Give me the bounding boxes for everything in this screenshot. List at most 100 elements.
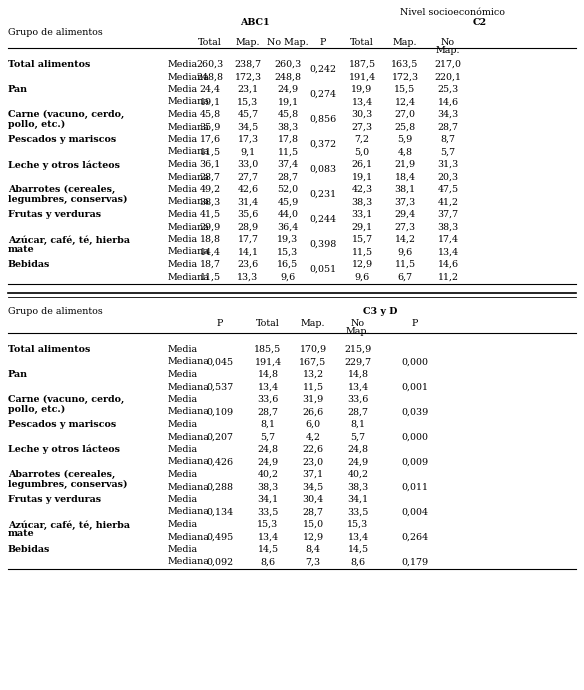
Text: No: No <box>351 319 365 328</box>
Text: 38,3: 38,3 <box>352 197 373 206</box>
Text: 15,5: 15,5 <box>394 85 416 94</box>
Text: 0,039: 0,039 <box>401 408 429 417</box>
Text: 30,3: 30,3 <box>352 110 373 119</box>
Text: Leche y otros lácteos: Leche y otros lácteos <box>8 160 120 170</box>
Text: 26,6: 26,6 <box>303 408 324 417</box>
Text: Map.: Map. <box>236 38 260 47</box>
Text: 170,9: 170,9 <box>300 345 326 354</box>
Text: Azúcar, café, té, hierba: Azúcar, café, té, hierba <box>8 520 130 529</box>
Text: 15,3: 15,3 <box>237 97 259 106</box>
Text: 28,7: 28,7 <box>277 172 298 181</box>
Text: 47,5: 47,5 <box>437 185 458 194</box>
Text: Total: Total <box>256 319 280 328</box>
Text: 33,6: 33,6 <box>347 395 369 404</box>
Text: Media: Media <box>168 520 198 529</box>
Text: 13,4: 13,4 <box>437 248 458 257</box>
Text: 17,6: 17,6 <box>200 135 221 144</box>
Text: 33,6: 33,6 <box>258 395 279 404</box>
Text: 45,8: 45,8 <box>200 110 221 119</box>
Text: 26,1: 26,1 <box>352 160 373 169</box>
Text: 8,4: 8,4 <box>305 545 321 554</box>
Text: 34,1: 34,1 <box>347 495 369 504</box>
Text: Mediana: Mediana <box>168 357 210 366</box>
Text: 0,426: 0,426 <box>206 457 234 466</box>
Text: 38,3: 38,3 <box>437 222 458 232</box>
Text: 9,6: 9,6 <box>397 248 413 257</box>
Text: 220,1: 220,1 <box>434 72 461 81</box>
Text: 38,3: 38,3 <box>199 197 221 206</box>
Text: 0,179: 0,179 <box>401 558 429 566</box>
Text: 33,0: 33,0 <box>237 160 259 169</box>
Text: mate: mate <box>8 244 34 253</box>
Text: Media: Media <box>168 235 198 244</box>
Text: 8,6: 8,6 <box>350 558 366 566</box>
Text: Total: Total <box>198 38 222 47</box>
Text: 45,8: 45,8 <box>277 110 298 119</box>
Text: 0,045: 0,045 <box>206 357 234 366</box>
Text: 260,3: 260,3 <box>196 60 224 69</box>
Text: 217,0: 217,0 <box>434 60 461 69</box>
Text: Total alimentos: Total alimentos <box>8 60 91 69</box>
Text: 19,1: 19,1 <box>200 97 221 106</box>
Text: 11,5: 11,5 <box>303 382 324 391</box>
Text: 0,009: 0,009 <box>401 457 429 466</box>
Text: Mediana: Mediana <box>168 482 210 491</box>
Text: 0,134: 0,134 <box>206 508 234 517</box>
Text: 40,2: 40,2 <box>347 470 369 479</box>
Text: Media: Media <box>168 420 198 429</box>
Text: 14,5: 14,5 <box>347 545 369 554</box>
Text: 37,7: 37,7 <box>437 210 458 219</box>
Text: 11,5: 11,5 <box>200 273 221 282</box>
Text: Grupo de alimentos: Grupo de alimentos <box>8 28 103 37</box>
Text: 24,9: 24,9 <box>277 85 298 94</box>
Text: 42,3: 42,3 <box>352 185 373 194</box>
Text: 8,1: 8,1 <box>350 420 366 429</box>
Text: 15,7: 15,7 <box>352 235 373 244</box>
Text: Media: Media <box>168 135 198 144</box>
Text: 34,5: 34,5 <box>237 123 259 132</box>
Text: 0,083: 0,083 <box>310 164 336 173</box>
Text: 27,7: 27,7 <box>238 172 259 181</box>
Text: 34,3: 34,3 <box>437 110 458 119</box>
Text: 5,7: 5,7 <box>350 433 366 442</box>
Text: 19,1: 19,1 <box>277 97 298 106</box>
Text: 6,0: 6,0 <box>305 420 321 429</box>
Text: Map.: Map. <box>393 38 417 47</box>
Text: 13,4: 13,4 <box>258 533 279 542</box>
Text: C3 y D: C3 y D <box>363 307 397 316</box>
Text: Mediana: Mediana <box>168 508 210 517</box>
Text: Mediana: Mediana <box>168 148 210 157</box>
Text: Abarrotes (cereales,: Abarrotes (cereales, <box>8 185 115 194</box>
Text: Mediana: Mediana <box>168 558 210 566</box>
Text: 187,5: 187,5 <box>349 60 376 69</box>
Text: 24,9: 24,9 <box>258 457 279 466</box>
Text: 31,4: 31,4 <box>238 197 259 206</box>
Text: 0,242: 0,242 <box>310 64 336 73</box>
Text: 41,5: 41,5 <box>200 210 221 219</box>
Text: Grupo de alimentos: Grupo de alimentos <box>8 307 103 316</box>
Text: Frutas y verduras: Frutas y verduras <box>8 495 101 504</box>
Text: Mediana: Mediana <box>168 172 210 181</box>
Text: 24,4: 24,4 <box>200 85 221 94</box>
Text: Mediana: Mediana <box>168 222 210 232</box>
Text: 15,3: 15,3 <box>277 248 298 257</box>
Text: 27,0: 27,0 <box>395 110 415 119</box>
Text: C2: C2 <box>473 18 487 27</box>
Text: Mediana: Mediana <box>168 273 210 282</box>
Text: 13,2: 13,2 <box>303 370 324 379</box>
Text: 40,2: 40,2 <box>258 470 279 479</box>
Text: 248,8: 248,8 <box>274 72 301 81</box>
Text: 36,1: 36,1 <box>199 160 221 169</box>
Text: Total alimentos: Total alimentos <box>8 345 91 354</box>
Text: 38,3: 38,3 <box>347 482 369 491</box>
Text: 33,5: 33,5 <box>258 508 279 517</box>
Text: 13,3: 13,3 <box>237 273 259 282</box>
Text: Carne (vacuno, cerdo,: Carne (vacuno, cerdo, <box>8 110 124 119</box>
Text: 11,5: 11,5 <box>394 260 416 269</box>
Text: Mediana: Mediana <box>168 433 210 442</box>
Text: 17,3: 17,3 <box>238 135 259 144</box>
Text: 14,8: 14,8 <box>347 370 369 379</box>
Text: 14,6: 14,6 <box>437 97 458 106</box>
Text: 31,3: 31,3 <box>437 160 458 169</box>
Text: 0,092: 0,092 <box>206 558 234 566</box>
